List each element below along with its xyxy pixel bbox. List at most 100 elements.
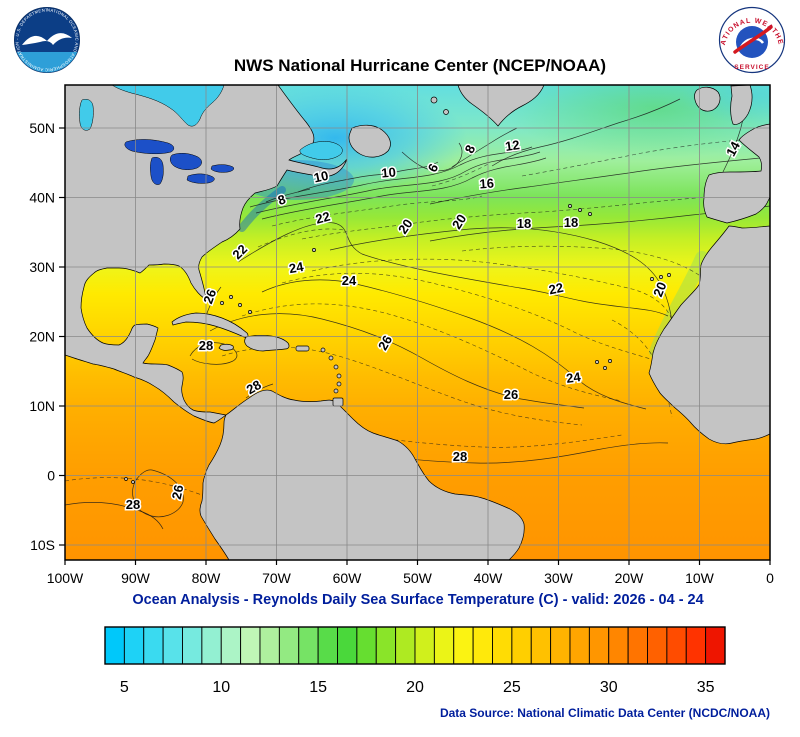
colorbar-cell (647, 626, 668, 665)
lon-tick-label: 40W (474, 570, 504, 586)
longitude-axis: 100W 90W 80W 70W 60W 50W 40W 30W 20W 10W 0 (47, 560, 774, 586)
gulf-of-st-lawrence (299, 141, 343, 160)
contour-label: 22 (547, 280, 564, 298)
lon-tick-label: 70W (262, 570, 292, 586)
contour-label: 24 (342, 273, 357, 288)
colorbar-cell (240, 626, 261, 665)
contour-label: 28 (126, 497, 140, 512)
canary-islands (650, 273, 671, 281)
colorbar-tick-labels: 5 10 15 20 25 30 35 (120, 679, 715, 696)
colorbar-cell (201, 626, 222, 665)
trinidad (332, 397, 344, 407)
inland-waters (79, 85, 343, 185)
cape-verde-islands (595, 359, 612, 370)
lat-tick-label: 50N (29, 120, 55, 136)
colorbar-cell (588, 626, 610, 665)
contour-label: 26 (169, 483, 187, 500)
lake-winnipeg (79, 99, 94, 131)
colorbar-tick-label: 25 (503, 679, 521, 696)
colorbar-tick-label: 20 (406, 679, 424, 696)
colorbar-cell (123, 626, 145, 665)
colorbar-tick-label: 35 (697, 679, 715, 696)
colorbar-cell (220, 626, 242, 665)
lat-tick-label: 20N (29, 329, 55, 345)
contour-label: 24 (565, 369, 582, 386)
bermuda (312, 248, 316, 252)
colorbar-cell (627, 626, 648, 665)
lon-tick-label: 90W (121, 570, 151, 586)
data-source-credit: Data Source: National Climatic Data Cent… (440, 706, 770, 720)
colorbar-cell (492, 626, 513, 665)
colorbar-cell (511, 626, 532, 665)
noaa-seagull-icon (22, 33, 72, 45)
colorbar-cell (453, 626, 474, 665)
azores (568, 204, 592, 216)
bahamas (220, 295, 252, 314)
contour-label: 28 (199, 338, 213, 353)
contour-label: 18 (517, 216, 531, 231)
map-panel: 50N 40N 30N 20N 10N 0 10S 100W 90W 80W 70W 60W 50W 4… (29, 84, 774, 586)
colorbar: 5 10 15 20 25 30 35 (104, 626, 726, 696)
colorbar-cell (278, 626, 300, 665)
colorbar-border (104, 626, 726, 665)
newfoundland (348, 124, 391, 158)
colorbar-cell (356, 626, 377, 665)
page-title: NWS National Hurricane Center (NCEP/NOAA… (234, 56, 606, 75)
colorbar-cell (530, 626, 552, 665)
contour-label: 20 (650, 280, 669, 299)
contour-label: 28 (453, 449, 467, 464)
contour-label: 24 (288, 259, 306, 276)
colorbar-cell (414, 626, 435, 665)
france-iberia (703, 123, 770, 224)
lon-tick-label: 10W (685, 570, 715, 586)
coastal-cold-strip (238, 186, 286, 232)
colorbar-cell (182, 626, 203, 665)
arctic-island (443, 109, 449, 115)
contour-label: 26 (200, 287, 219, 306)
colorbar-cells (104, 626, 726, 665)
contour-label: 26 (504, 387, 518, 402)
colorbar-tick-label: 30 (600, 679, 618, 696)
lake-michigan (150, 157, 164, 185)
contour-label: 10 (381, 164, 397, 180)
colorbar-cell (685, 626, 707, 665)
arctic-island (430, 96, 438, 104)
nws-red-swoosh (733, 25, 773, 54)
colorbar-cell (375, 626, 397, 665)
lat-tick-label: 40N (29, 190, 55, 206)
colorbar-cell (162, 626, 183, 665)
lat-tick-label: 0 (47, 468, 55, 484)
isotherm-contours (65, 96, 770, 530)
analysis-subtitle: Ocean Analysis - Reynolds Daily Sea Surf… (132, 592, 703, 608)
colorbar-tick-label: 15 (309, 679, 327, 696)
contour-label: 16 (479, 176, 494, 192)
lon-tick-label: 80W (192, 570, 222, 586)
colorbar-cell (472, 626, 493, 665)
lon-tick-label: 100W (47, 570, 84, 586)
colorbar-cell (705, 626, 726, 665)
colorbar-cell (259, 626, 280, 665)
colorbar-cell (143, 626, 164, 665)
lon-tick-label: 20W (615, 570, 645, 586)
britain (730, 85, 753, 125)
colorbar-cell (298, 626, 319, 665)
latitude-axis: 50N 40N 30N 20N 10N 0 10S (29, 120, 65, 553)
lesser-antilles (320, 347, 342, 394)
lon-tick-label: 0 (766, 570, 774, 586)
colorbar-cell (666, 626, 687, 665)
lat-tick-label: 30N (29, 259, 55, 275)
hudson-bay (111, 85, 225, 127)
nws-logo: NATIONAL WEATHER SERVICE (716, 2, 786, 74)
colorbar-cell (337, 626, 358, 665)
colorbar-cell (550, 626, 571, 665)
colorbar-cell (569, 626, 590, 665)
contour-label: 12 (504, 137, 520, 154)
contour-label: 10 (312, 168, 329, 186)
colorbar-tick-label: 10 (212, 679, 230, 696)
lake-erie (186, 173, 215, 184)
lon-tick-label: 30W (544, 570, 574, 586)
lake-huron (170, 153, 202, 170)
puerto-rico (295, 345, 310, 352)
ireland (694, 86, 721, 112)
